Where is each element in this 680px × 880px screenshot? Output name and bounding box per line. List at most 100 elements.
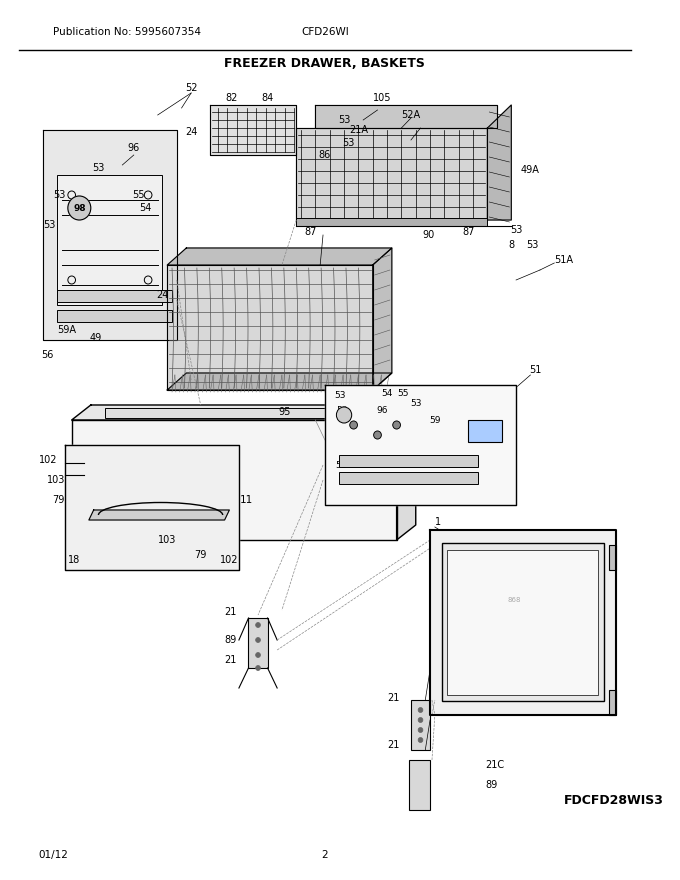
Polygon shape (71, 420, 396, 540)
Text: 53: 53 (343, 138, 355, 148)
Text: 11: 11 (240, 495, 253, 505)
Text: 103: 103 (158, 535, 176, 545)
Text: 49A: 49A (521, 165, 540, 175)
Text: 18: 18 (69, 555, 81, 565)
Text: 55: 55 (133, 190, 145, 200)
Circle shape (256, 665, 260, 671)
Bar (441, 543, 604, 701)
Text: 96: 96 (128, 143, 140, 153)
Text: 59: 59 (429, 415, 441, 424)
Text: 56: 56 (41, 350, 54, 360)
Text: CFD26WI: CFD26WI (301, 27, 349, 37)
Text: 53: 53 (510, 225, 522, 235)
Text: 54: 54 (139, 203, 152, 213)
Polygon shape (430, 530, 617, 715)
Polygon shape (71, 405, 415, 420)
Text: 1: 1 (435, 517, 441, 527)
Circle shape (68, 196, 91, 220)
Text: 90: 90 (422, 230, 435, 240)
Text: 21: 21 (224, 607, 237, 617)
Text: 2: 2 (322, 850, 328, 860)
Text: 54: 54 (381, 388, 393, 398)
Text: 51A: 51A (554, 255, 573, 265)
Text: 21: 21 (387, 740, 399, 750)
Text: 59A: 59A (57, 325, 76, 335)
Text: 87: 87 (462, 227, 475, 237)
Text: 01/12: 01/12 (38, 850, 68, 860)
Bar (411, 700, 430, 750)
Polygon shape (89, 510, 229, 520)
Circle shape (337, 407, 352, 423)
Polygon shape (210, 105, 296, 155)
Text: 53: 53 (526, 240, 539, 250)
Polygon shape (325, 385, 516, 505)
Text: FDCFD28WIS3: FDCFD28WIS3 (564, 794, 664, 806)
Text: 103: 103 (47, 475, 65, 485)
Text: 53: 53 (335, 391, 346, 400)
Text: 21C: 21C (486, 760, 505, 770)
Circle shape (418, 708, 423, 713)
Polygon shape (43, 130, 177, 340)
Bar (248, 618, 268, 668)
Text: 98: 98 (73, 203, 86, 212)
Text: 102: 102 (39, 455, 57, 465)
Text: 49: 49 (90, 333, 102, 343)
Circle shape (256, 652, 260, 657)
Text: 86: 86 (319, 150, 331, 160)
Text: Publication No: 5995607354: Publication No: 5995607354 (52, 27, 201, 37)
Polygon shape (316, 105, 497, 128)
Text: 89: 89 (486, 780, 498, 790)
Bar (339, 472, 478, 484)
Circle shape (350, 421, 358, 429)
Polygon shape (373, 248, 392, 390)
Text: 84: 84 (262, 93, 274, 103)
Text: 79: 79 (194, 550, 207, 560)
Text: 8: 8 (508, 240, 514, 250)
Text: 24: 24 (156, 290, 169, 300)
Text: 51: 51 (529, 365, 541, 375)
Bar (409, 760, 430, 810)
Polygon shape (488, 105, 511, 220)
Text: 868: 868 (507, 597, 521, 603)
Text: 21: 21 (387, 693, 399, 703)
Text: 52A: 52A (401, 110, 420, 120)
Text: 97: 97 (478, 426, 491, 436)
Bar (105, 408, 368, 418)
Text: 82: 82 (225, 93, 237, 103)
Circle shape (256, 622, 260, 627)
Circle shape (256, 637, 260, 642)
Bar (447, 550, 598, 695)
Text: 96: 96 (377, 406, 388, 414)
Polygon shape (296, 128, 488, 220)
Text: 87: 87 (305, 227, 317, 237)
Text: 21: 21 (224, 655, 237, 665)
Circle shape (418, 728, 423, 732)
Text: 105: 105 (373, 93, 392, 103)
Bar (57, 310, 172, 322)
Circle shape (418, 717, 423, 722)
Text: 53: 53 (53, 190, 65, 200)
Polygon shape (167, 248, 392, 265)
Bar (609, 545, 617, 570)
Text: 102: 102 (220, 555, 239, 565)
Text: 53: 53 (44, 220, 56, 230)
Circle shape (418, 737, 423, 743)
Text: 89: 89 (225, 635, 237, 645)
Polygon shape (396, 405, 415, 540)
Text: FREEZER DRAWER, BASKETS: FREEZER DRAWER, BASKETS (224, 56, 426, 70)
Circle shape (374, 431, 381, 439)
Text: 24: 24 (185, 127, 197, 137)
Text: 53: 53 (338, 115, 350, 125)
Bar (609, 690, 617, 715)
Text: 53: 53 (337, 406, 348, 414)
Text: 56: 56 (335, 460, 347, 470)
Polygon shape (167, 265, 373, 390)
Text: 95: 95 (279, 407, 291, 417)
Text: 79: 79 (52, 495, 65, 505)
Bar (339, 455, 478, 467)
Bar (57, 175, 163, 305)
Bar (296, 218, 488, 226)
Bar (57, 290, 172, 302)
Text: 55: 55 (398, 388, 409, 398)
Text: 52: 52 (185, 83, 197, 93)
